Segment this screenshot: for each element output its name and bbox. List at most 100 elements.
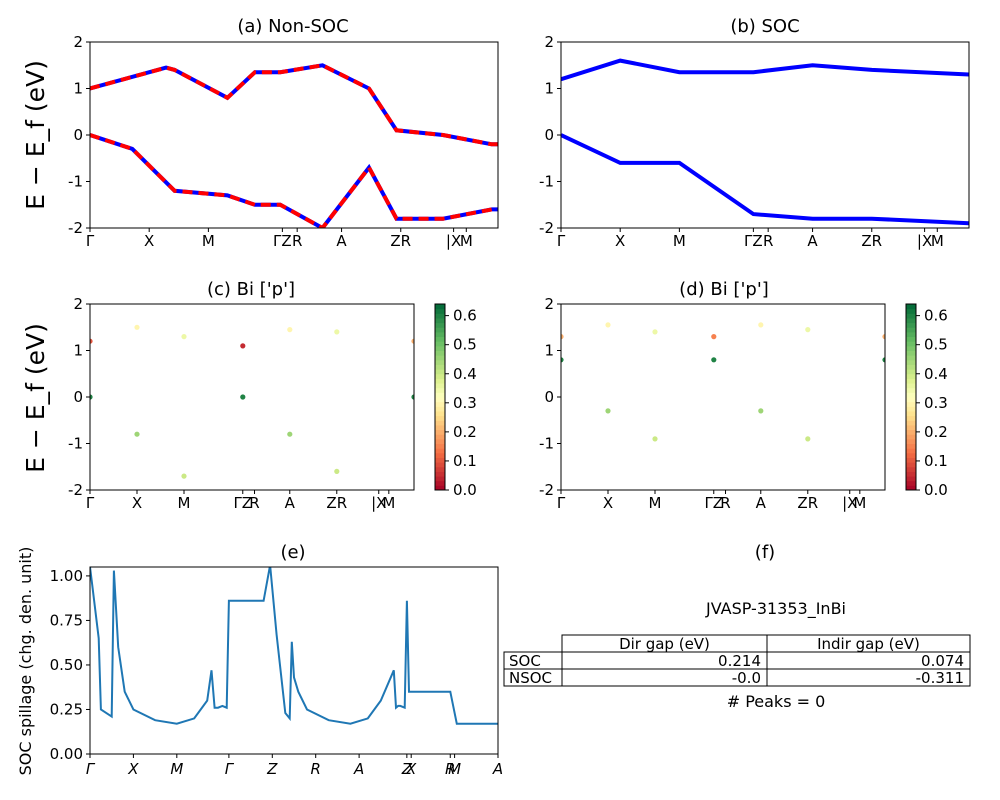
- spillage-line: [90, 567, 498, 725]
- c-colorbar-tick-label: 0.3: [453, 394, 477, 412]
- c-colorbar-segment: [435, 387, 445, 393]
- c-colorbar-segment: [435, 373, 445, 379]
- d-colorbar-tick-label: 0.0: [924, 481, 948, 499]
- table-header-indir-gap: Indir gap (eV): [817, 635, 920, 653]
- d-colorbar-segment: [906, 462, 916, 468]
- d-point-0-5: [805, 436, 811, 442]
- a-band-0: [90, 63, 498, 147]
- b-ytick-label: 1: [544, 80, 554, 98]
- c-colorbar-segment: [435, 378, 445, 384]
- d-colorbar-segment: [906, 308, 916, 314]
- b-band-0: [561, 58, 969, 82]
- d-xtick-label: |X: [842, 494, 857, 512]
- panel-c-title: (c) Bi ['p']: [207, 279, 295, 300]
- e-xtick-label: M: [170, 760, 183, 778]
- d-ytick-label: -1: [539, 435, 554, 453]
- table-header-dir-gap: Dir gap (eV): [619, 635, 710, 653]
- a-ytick-label: -2: [68, 219, 83, 237]
- d-colorbar-segment: [906, 424, 916, 431]
- c-colorbar-segment: [435, 341, 445, 347]
- b-xtick-label: M: [673, 232, 686, 250]
- panel-c-yticks: -2 -1 0 1 2: [68, 295, 90, 499]
- d-colorbar-segment: [906, 355, 916, 361]
- c-colorbar-segment: [435, 410, 445, 417]
- a-xtick-label: X: [144, 232, 154, 250]
- table-row-label: SOC: [509, 652, 541, 670]
- b-band-1: [561, 133, 969, 226]
- d-colorbar-segment: [906, 452, 916, 458]
- panel-f: (f) JVASP-31353_InBi Dir gap (eV) Indir g…: [503, 542, 971, 711]
- c-point-1-6: [411, 338, 414, 344]
- d-ytick-label: 2: [544, 295, 554, 313]
- c-colorbar-segment: [435, 434, 445, 440]
- a-xtick-label: |X: [446, 232, 461, 250]
- d-colorbar-frame: [905, 303, 917, 491]
- c-colorbar-segment: [435, 466, 445, 472]
- c-colorbar-segment: [435, 364, 445, 370]
- d-colorbar-segment: [906, 369, 916, 375]
- d-xtick-label: ZR: [797, 494, 818, 512]
- d-xtick-label: M: [649, 494, 662, 512]
- panel-c-colorbar: 0.0 0.1 0.2 0.3 0.4 0.5 0.6: [434, 303, 477, 499]
- c-point-0-1: [134, 431, 140, 437]
- d-xtick-label: ΓZ: [704, 494, 723, 512]
- d-colorbar-segment: [906, 327, 916, 333]
- c-colorbar-segment: [435, 457, 445, 463]
- c-colorbar-tick-label: 0.1: [453, 452, 477, 470]
- c-colorbar-segment: [435, 480, 445, 486]
- d-colorbar-segment: [906, 397, 916, 403]
- d-colorbar-segment: [906, 420, 916, 426]
- d-point-1-5: [805, 327, 811, 333]
- c-xtick-label: ZR: [326, 494, 347, 512]
- d-point-1-2: [652, 329, 658, 335]
- d-colorbar-segment: [906, 383, 916, 389]
- a-xtick-label: ΓZ: [273, 232, 292, 250]
- e-xtick-label: Z: [401, 760, 413, 778]
- d-point-0-0: [561, 357, 564, 363]
- a-band-overlay-1: [90, 133, 498, 228]
- c-series-group: [90, 324, 414, 479]
- d-xtick-label: R: [720, 494, 730, 512]
- c-colorbar-segment: [435, 443, 445, 449]
- d-point-0-2: [652, 436, 658, 442]
- c-ytick-label: 0: [73, 388, 83, 406]
- a-ytick-label: 0: [73, 126, 83, 144]
- table-row-border: [503, 668, 971, 687]
- table-cell-dir-gap: 0.214: [718, 652, 761, 670]
- d-colorbar-segment: [906, 410, 916, 417]
- b-xtick-label: |X: [917, 232, 932, 250]
- c-point-1-5: [334, 329, 340, 335]
- e-xtick-label: A: [353, 760, 364, 778]
- e-xtick-label: Γ: [86, 760, 96, 778]
- d-point-1-0: [561, 334, 564, 340]
- panel-e-plot: [90, 567, 498, 725]
- d-point-1-6: [882, 334, 885, 340]
- e-xtick-label: X: [127, 760, 139, 778]
- table-footer: # Peaks = 0: [727, 692, 826, 711]
- d-colorbar-segment: [906, 345, 916, 351]
- panel-e-title: (e): [280, 542, 305, 563]
- c-point-0-6: [411, 394, 414, 400]
- c-colorbar-segment: [435, 313, 445, 319]
- c-colorbar-frame: [434, 303, 446, 491]
- d-colorbar-tick-label: 0.1: [924, 452, 948, 470]
- e-xtick-label: R: [310, 760, 320, 778]
- d-colorbar-segment: [906, 457, 916, 463]
- d-colorbar-segment: [906, 466, 916, 472]
- panel-d-title: (d) Bi ['p']: [679, 279, 769, 300]
- c-colorbar-segment: [435, 304, 445, 310]
- d-colorbar-tick-label: 0.2: [924, 423, 948, 441]
- main-ylabel-middle: E − E_f (eV): [21, 323, 50, 473]
- d-colorbar-segment: [906, 443, 916, 449]
- c-colorbar-segment: [435, 476, 445, 482]
- table-cell-dir-gap: -0.0: [732, 669, 761, 687]
- panel-e-frame: [89, 566, 499, 755]
- main-ylabel-top: E − E_f (eV): [21, 60, 50, 210]
- e-ytick-label: 0.00: [50, 745, 83, 763]
- panel-d-colorbar: 0.0 0.1 0.2 0.3 0.4 0.5 0.6: [905, 303, 948, 499]
- c-ytick-label: -2: [68, 481, 83, 499]
- d-colorbar-segment: [906, 364, 916, 370]
- panel-e: (e) SOC spillage (chg. den. unit) 0.000.…: [16, 542, 503, 778]
- d-colorbar-segment: [906, 359, 916, 365]
- table-subtitle: JVASP-31353_InBi: [705, 599, 846, 619]
